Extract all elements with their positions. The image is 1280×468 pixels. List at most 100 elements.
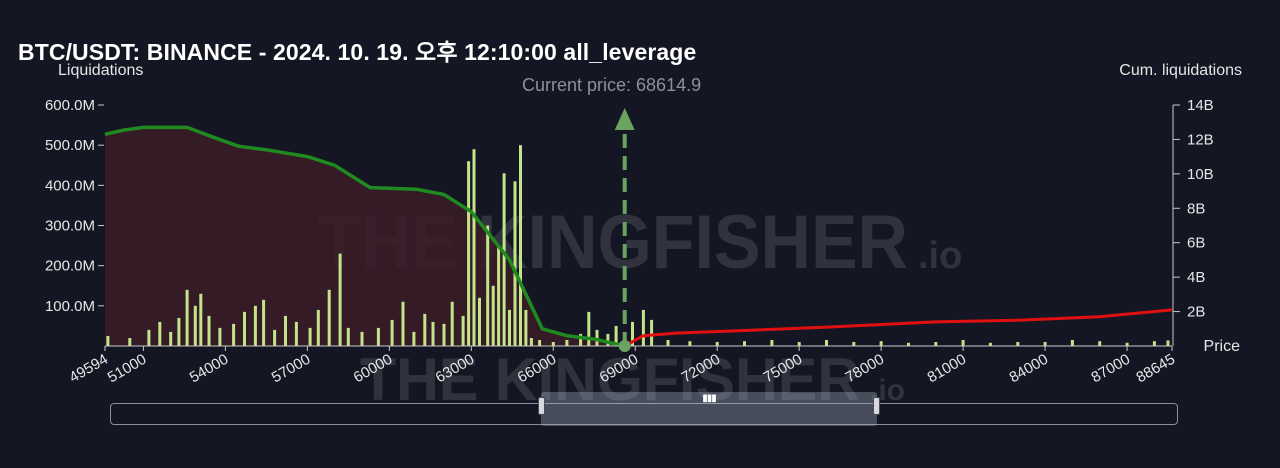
x-tick-label: 49594	[66, 351, 111, 387]
bar-series	[106, 145, 1170, 347]
liquidation-bar	[770, 340, 774, 346]
range-handle-left[interactable]	[538, 397, 545, 415]
y2-tick-label: 6B	[1187, 235, 1205, 252]
liquidation-bar	[262, 299, 266, 346]
liquidation-bar	[218, 327, 222, 346]
liquidation-bar	[327, 289, 331, 346]
arrow-up-icon	[614, 108, 635, 130]
liquidation-bar	[1070, 340, 1074, 346]
y-axis-left-title: Liquidations	[58, 62, 144, 79]
liquidation-bar	[128, 338, 132, 346]
liquidation-bar	[614, 325, 618, 346]
liquidation-bar	[450, 301, 454, 346]
liquidation-bar	[650, 319, 654, 346]
liquidation-bar	[529, 338, 533, 346]
x-tick-label: 51000	[105, 351, 150, 387]
liquidation-bar	[491, 285, 495, 347]
cum-long-area	[105, 127, 625, 347]
liquidation-bar	[666, 340, 670, 346]
liquidation-bar	[401, 301, 405, 346]
liquidation-bar	[641, 309, 645, 346]
liquidation-bar	[169, 331, 173, 346]
liquidation-bar	[551, 342, 555, 346]
liquidation-bar	[423, 313, 427, 346]
liquidation-bar	[1166, 340, 1170, 346]
y-tick-label: 300.0M	[45, 218, 95, 235]
liquidation-bar	[1043, 342, 1047, 346]
liquidation-bar	[243, 311, 246, 346]
liquidation-bar	[207, 315, 211, 346]
y-tick-label: 400.0M	[45, 177, 95, 194]
liquidation-bar	[587, 311, 591, 346]
liquidation-bar	[513, 181, 517, 346]
liquidation-bar	[461, 315, 465, 346]
liquidation-bar	[1098, 341, 1102, 346]
liquidation-bar	[338, 253, 342, 346]
liquidation-bar	[486, 225, 490, 346]
liquidation-bar	[478, 297, 481, 346]
current-price-marker	[614, 108, 635, 352]
y-axis-right-title: Cum. liquidations	[1119, 62, 1242, 79]
liquidation-bar	[1125, 342, 1129, 346]
x-tick-label: 57000	[269, 351, 314, 387]
liquidation-bar	[294, 321, 298, 346]
x-tick-label: 88645	[1133, 351, 1178, 387]
liquidation-bar	[232, 323, 236, 346]
liquidation-bar	[199, 293, 203, 346]
y2-tick-label: 10B	[1187, 166, 1214, 183]
liquidation-bar	[743, 341, 746, 346]
liquidation-bar	[273, 329, 277, 346]
liquidation-bar	[934, 342, 938, 346]
liquidation-bar	[797, 342, 801, 346]
liquidation-bar	[106, 336, 110, 346]
liquidation-bar	[538, 340, 542, 346]
current-price-label: Current price: 68614.9	[522, 75, 702, 95]
x-tick-label: 81000	[924, 351, 969, 387]
liquidation-bar	[346, 327, 350, 346]
liquidation-bar	[185, 289, 189, 346]
liquidation-bar	[879, 341, 883, 346]
liquidation-bar	[193, 305, 197, 346]
cum-short-line	[623, 308, 1173, 348]
y2-tick-label: 2B	[1187, 304, 1205, 321]
cum-lines	[104, 125, 1173, 348]
grip-icon[interactable]: ▮▮▮	[702, 393, 716, 404]
x-axis-title: Price	[1203, 338, 1240, 355]
liquidation-bar	[907, 342, 910, 346]
liquidation-bar	[147, 329, 151, 346]
range-slider-window[interactable]: ▮▮▮	[538, 392, 880, 426]
liquidation-bar	[1152, 341, 1156, 346]
liquidation-bar	[472, 149, 476, 346]
liquidation-bar	[519, 145, 522, 346]
liquidation-bar	[508, 309, 511, 346]
liquidation-bar	[688, 341, 692, 346]
y2-tick-label: 12B	[1187, 131, 1214, 148]
y2-tick-label: 14B	[1187, 97, 1214, 114]
y2-tick-label: 8B	[1187, 200, 1205, 217]
watermark-text: THE KINGFISHER	[360, 346, 860, 413]
liquidation-bar	[360, 331, 364, 346]
y-tick-label: 100.0M	[45, 298, 95, 315]
y2-tick-label: 4B	[1187, 269, 1205, 286]
x-tick-label: 54000	[187, 351, 232, 387]
y-axis-left: 600.0M 500.0M 400.0M 300.0M 200.0M 100.0M	[45, 97, 104, 315]
liquidation-bar	[316, 309, 320, 346]
watermark-suffix: .io	[918, 235, 962, 277]
liquidation-bar	[442, 323, 446, 346]
liquidation-bar	[852, 342, 856, 346]
range-handle-right[interactable]	[873, 397, 880, 415]
liquidation-bar	[606, 333, 610, 346]
liquidation-bar	[961, 340, 965, 346]
liquidation-bar	[158, 321, 162, 346]
liquidation-bar	[524, 309, 528, 346]
range-slider[interactable]: ▮▮▮	[110, 392, 1178, 426]
liquidation-bar	[631, 321, 634, 346]
cum-long-line	[104, 125, 626, 348]
liquidation-bar	[412, 331, 416, 346]
liquidation-bar	[431, 321, 435, 346]
liquidation-bar	[467, 161, 471, 346]
liquidation-bar	[579, 333, 583, 346]
current-price-dot	[618, 340, 631, 352]
y-tick-label: 200.0M	[45, 258, 95, 275]
